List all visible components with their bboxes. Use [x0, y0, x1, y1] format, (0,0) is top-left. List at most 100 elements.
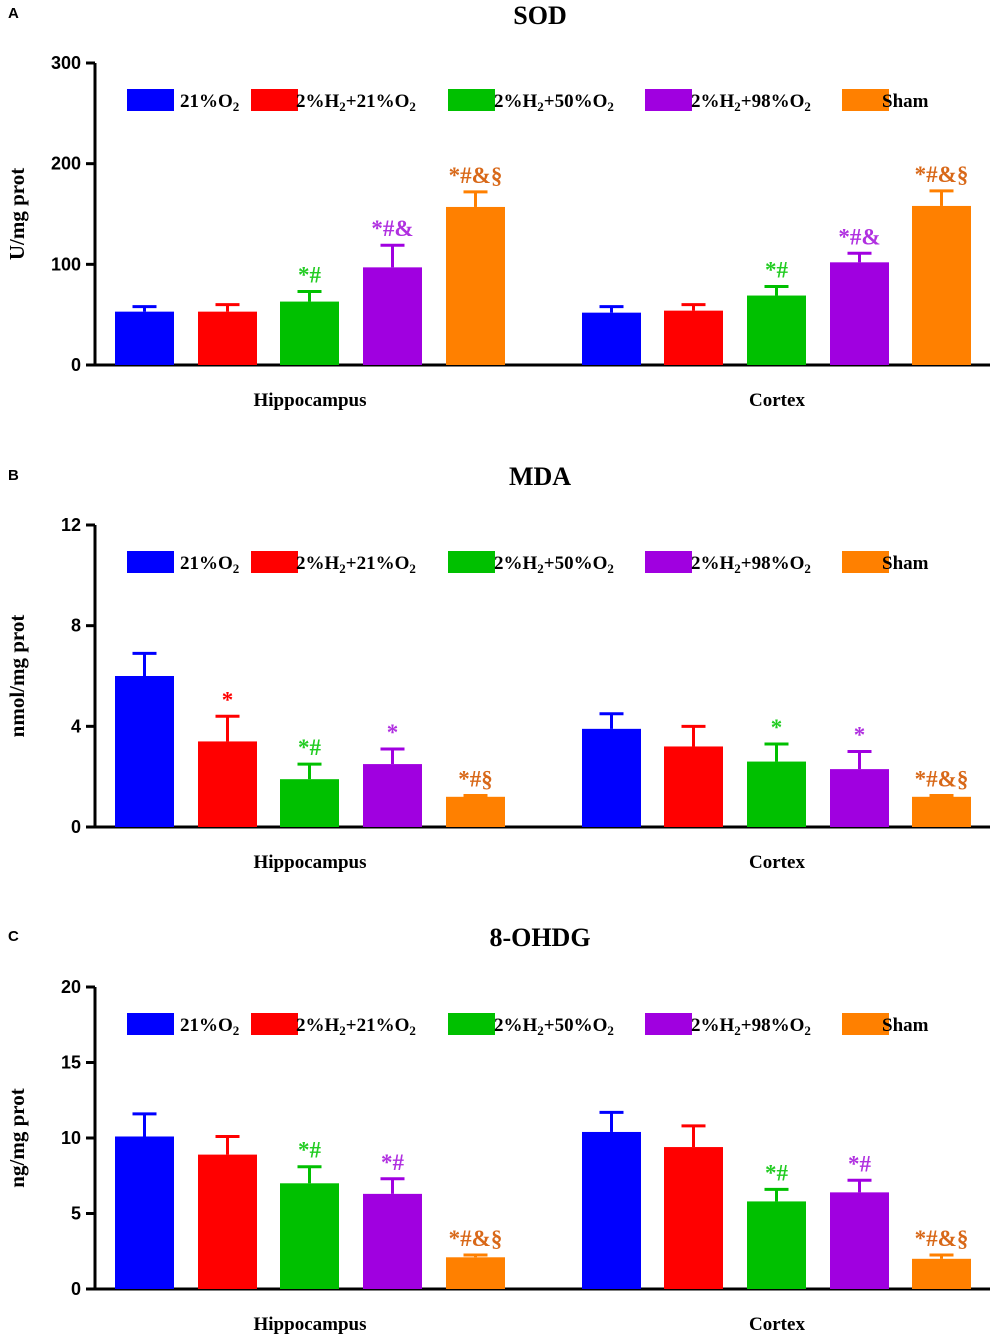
significance-label: *#&§	[915, 1226, 969, 1251]
legend-label: 21%O2	[180, 553, 239, 576]
panel-letter: C	[8, 928, 19, 945]
x-category-label: Cortex	[749, 1314, 805, 1335]
bar	[198, 741, 257, 827]
bar	[446, 206, 505, 365]
bar	[747, 761, 806, 827]
legend-label: 2%H2+50%O2	[494, 1015, 614, 1038]
y-axis-label: U/mg prot	[5, 168, 29, 260]
panel-letter: A	[8, 5, 19, 22]
y-tick-label: 0	[71, 1279, 81, 1299]
significance-label: *#	[765, 1160, 789, 1185]
bar	[664, 310, 723, 365]
significance-label: *#	[298, 735, 322, 760]
chart-title: MDA	[509, 462, 571, 491]
y-tick-label: 12	[61, 515, 81, 535]
significance-label: *#&	[838, 224, 880, 249]
significance-label: *#§	[458, 767, 493, 792]
y-tick-label: 20	[61, 977, 81, 997]
x-category-label: Hippocampus	[254, 390, 367, 411]
significance-label: *#	[765, 257, 789, 282]
legend-swatch	[127, 89, 174, 111]
legend-label: Sham	[882, 1015, 929, 1036]
bar	[830, 1192, 889, 1289]
legend-label: 21%O2	[180, 1015, 239, 1038]
legend-swatch	[251, 551, 298, 573]
bar	[280, 301, 339, 365]
y-axis-label: ng/mg prot	[5, 1088, 29, 1187]
legend-label: 2%H2+21%O2	[296, 553, 416, 576]
significance-label: *#	[381, 1150, 405, 1175]
bar	[582, 728, 641, 827]
bar	[363, 267, 422, 365]
bar	[198, 1154, 257, 1289]
chart-panel-a: A SOD U/mg prot 0 100 200 300 Hippocampus Cortex…	[5, 1, 990, 411]
bar	[830, 262, 889, 365]
bar	[747, 295, 806, 365]
bar	[912, 1258, 971, 1289]
chart-title: SOD	[513, 1, 566, 30]
y-tick-label: 8	[71, 616, 81, 636]
x-category-label: Cortex	[749, 390, 805, 411]
y-tick-label: 15	[61, 1053, 81, 1073]
significance-label: *#	[848, 1151, 872, 1176]
significance-label: *#	[298, 1138, 322, 1163]
y-tick-label: 10	[61, 1128, 81, 1148]
legend-label: 2%H2+98%O2	[691, 91, 811, 114]
bar	[280, 1183, 339, 1289]
significance-label: *#&	[371, 216, 413, 241]
legend-swatch	[842, 551, 889, 573]
bar	[446, 796, 505, 827]
x-category-label: Cortex	[749, 852, 805, 873]
y-tick-label: 200	[51, 154, 81, 174]
significance-label: *	[771, 715, 783, 740]
chart-panel-b: B MDA nmol/mg prot 0 4 8 12 Hippocampus Cortex 21…	[5, 462, 990, 873]
bar	[747, 1201, 806, 1289]
bar	[830, 769, 889, 827]
y-tick-label: 300	[51, 53, 81, 73]
bar	[115, 676, 174, 827]
bar	[198, 311, 257, 365]
bar	[363, 764, 422, 827]
legend-label: 2%H2+50%O2	[494, 91, 614, 114]
y-tick-label: 0	[71, 817, 81, 837]
legend-swatch	[448, 89, 495, 111]
legend-swatch	[645, 551, 692, 573]
bar	[446, 1257, 505, 1289]
y-tick-label: 5	[71, 1204, 81, 1224]
legend-swatch	[127, 551, 174, 573]
legend-label: 2%H2+98%O2	[691, 553, 811, 576]
significance-label: *	[222, 687, 234, 712]
legend-label: Sham	[882, 553, 929, 574]
legend-label: 2%H2+98%O2	[691, 1015, 811, 1038]
bar	[664, 1147, 723, 1289]
significance-label: *#	[298, 263, 322, 288]
significance-label: *#&§	[915, 767, 969, 792]
legend-swatch	[842, 89, 889, 111]
significance-label: *	[387, 720, 399, 745]
x-category-label: Hippocampus	[254, 1314, 367, 1335]
legend-swatch	[251, 1013, 298, 1035]
bar	[664, 746, 723, 827]
legend-label: 21%O2	[180, 91, 239, 114]
bar	[582, 312, 641, 365]
y-axis-label: nmol/mg prot	[5, 615, 29, 738]
panel-letter: B	[8, 467, 19, 484]
bar	[912, 796, 971, 827]
legend-swatch	[448, 1013, 495, 1035]
x-category-label: Hippocampus	[254, 852, 367, 873]
legend-swatch	[127, 1013, 174, 1035]
legend-swatch	[251, 89, 298, 111]
bar	[912, 205, 971, 365]
significance-label: *#&§	[449, 163, 503, 188]
legend-swatch	[448, 551, 495, 573]
bar	[115, 1136, 174, 1289]
legend-swatch	[842, 1013, 889, 1035]
legend-label: 2%H2+50%O2	[494, 553, 614, 576]
bar	[363, 1193, 422, 1289]
chart-panel-c: C 8-OHDG ng/mg prot 0 5 10 15 20 Hippocampus Cort…	[5, 923, 990, 1335]
bar	[115, 311, 174, 365]
legend-label: 2%H2+21%O2	[296, 91, 416, 114]
bar	[582, 1131, 641, 1289]
legend-swatch	[645, 89, 692, 111]
